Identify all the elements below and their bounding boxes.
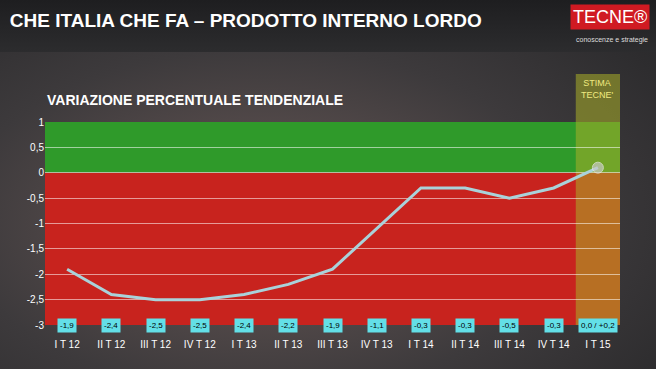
svg-text:conoscenze e strategie: conoscenze e strategie	[576, 36, 648, 44]
svg-text:IV T 14: IV T 14	[538, 339, 570, 350]
svg-text:0,5: 0,5	[30, 142, 44, 153]
svg-text:-2,4: -2,4	[104, 321, 118, 330]
svg-text:0: 0	[38, 167, 44, 178]
svg-text:I T 12: I T 12	[55, 339, 81, 350]
svg-text:-3: -3	[35, 320, 44, 331]
svg-text:-2,5: -2,5	[149, 321, 163, 330]
svg-text:III T 14: III T 14	[494, 339, 525, 350]
svg-text:I T 14: I T 14	[408, 339, 434, 350]
svg-text:III T 12: III T 12	[140, 339, 171, 350]
svg-text:II T 14: II T 14	[451, 339, 479, 350]
svg-text:III T 13: III T 13	[317, 339, 348, 350]
svg-text:0,0 / +0,2: 0,0 / +0,2	[581, 321, 615, 330]
svg-text:-0,3: -0,3	[547, 321, 561, 330]
svg-text:-2,5: -2,5	[193, 321, 207, 330]
svg-text:IV T 12: IV T 12	[184, 339, 216, 350]
svg-text:-2,2: -2,2	[281, 321, 295, 330]
svg-text:-0,5: -0,5	[502, 321, 516, 330]
svg-text:II T 13: II T 13	[274, 339, 302, 350]
svg-text:-2,4: -2,4	[237, 321, 251, 330]
svg-text:-1,1: -1,1	[370, 321, 384, 330]
svg-text:STIMATECNE': STIMATECNE'	[581, 78, 614, 100]
svg-text:I T 15: I T 15	[585, 339, 611, 350]
svg-text:VARIAZIONE PERCENTUALE TENDENZ: VARIAZIONE PERCENTUALE TENDENZIALE	[47, 92, 343, 108]
svg-text:-0,3: -0,3	[458, 321, 472, 330]
svg-text:-2: -2	[35, 269, 44, 280]
svg-text:-1,5: -1,5	[27, 243, 45, 254]
svg-text:I T 13: I T 13	[231, 339, 257, 350]
svg-text:-1: -1	[35, 218, 44, 229]
svg-text:-0,5: -0,5	[27, 193, 45, 204]
svg-text:II T 12: II T 12	[97, 339, 125, 350]
svg-text:-1,9: -1,9	[326, 321, 340, 330]
svg-text:-1,9: -1,9	[60, 321, 74, 330]
svg-text:IV T 13: IV T 13	[361, 339, 393, 350]
svg-text:-2,5: -2,5	[27, 294, 45, 305]
svg-text:CHE ITALIA CHE FA – PRODOTTO I: CHE ITALIA CHE FA – PRODOTTO INTERNO LOR…	[10, 10, 482, 31]
svg-text:-0,3: -0,3	[414, 321, 428, 330]
svg-text:1: 1	[38, 117, 44, 128]
svg-text:TECNE®: TECNE®	[573, 7, 647, 27]
